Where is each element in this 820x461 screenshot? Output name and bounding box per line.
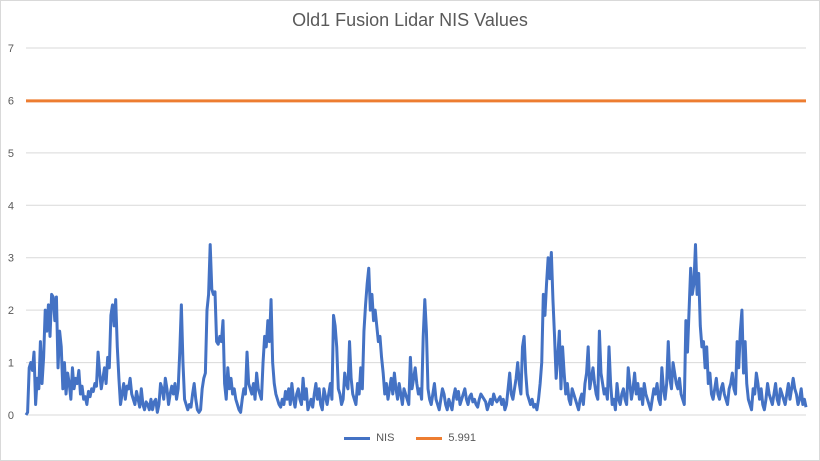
gridlines	[26, 47, 806, 416]
legend-item-nis: NIS	[344, 432, 394, 444]
legend-label-nis: NIS	[376, 432, 395, 444]
series-line-nis	[24, 243, 808, 416]
y-axis-ticks: 0 1 2 3 4 5 6 7	[8, 43, 14, 422]
y-tick-label: 2	[8, 305, 14, 317]
legend-swatch-nis	[344, 436, 371, 440]
series-lines	[24, 99, 808, 416]
y-tick-label: 0	[8, 410, 14, 422]
y-tick-label: 5	[8, 148, 14, 160]
y-tick-label: 3	[8, 253, 14, 265]
y-tick-label: 7	[8, 43, 14, 55]
legend-swatch-threshold	[416, 436, 443, 440]
y-tick-label: 4	[8, 200, 14, 212]
y-tick-label: 6	[8, 95, 14, 107]
legend-item-threshold: 5.991	[416, 432, 476, 444]
legend: NIS 5.991	[0, 432, 820, 444]
chart-title: Old1 Fusion Lidar NIS Values	[292, 10, 528, 30]
legend-label-threshold: 5.991	[448, 432, 476, 444]
y-tick-label: 1	[8, 358, 14, 370]
